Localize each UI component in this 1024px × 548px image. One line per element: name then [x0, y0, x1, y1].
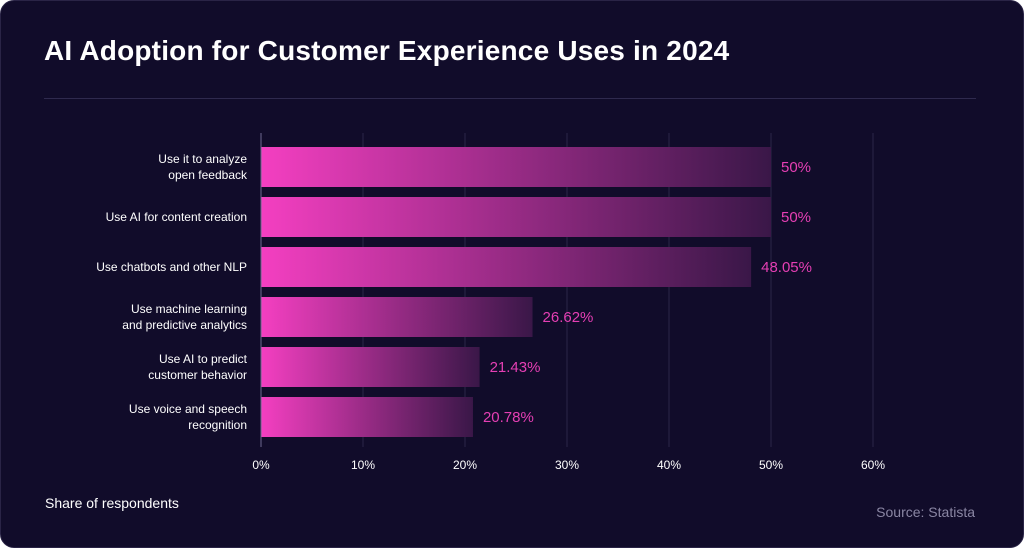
value-label: 48.05%: [761, 259, 812, 276]
bar: [261, 297, 533, 337]
value-label: 50%: [781, 209, 811, 226]
x-tick-label: 60%: [861, 458, 885, 472]
value-label: 26.62%: [543, 309, 594, 326]
x-tick-label: 50%: [759, 458, 783, 472]
value-label: 50%: [781, 159, 811, 176]
x-tick-label: 20%: [453, 458, 477, 472]
bar: [261, 347, 480, 387]
bar: [261, 247, 752, 287]
bar: [261, 147, 771, 187]
chart-title: AI Adoption for Customer Experience Uses…: [44, 35, 730, 66]
x-axis-title: Share of respondents: [45, 495, 179, 511]
category-label: Use it to analyze open feedback: [158, 152, 248, 182]
x-tick-label: 40%: [657, 458, 681, 472]
title-divider: [44, 98, 976, 99]
bar: [261, 197, 771, 237]
category-label: Use voice and speech recognition: [129, 402, 247, 432]
source-note: Source: Statista: [876, 504, 975, 520]
bar: [261, 397, 473, 437]
value-label: 20.78%: [483, 409, 534, 426]
x-tick-label: 10%: [351, 458, 375, 472]
category-label: Use machine learning and predictive analy…: [122, 302, 247, 332]
value-label: 21.43%: [490, 359, 541, 376]
category-label: Use chatbots and other NLP: [96, 260, 247, 274]
x-tick-label: 0%: [252, 458, 270, 472]
category-label: Use AI for content creation: [106, 210, 247, 224]
x-tick-label: 30%: [555, 458, 579, 472]
category-label: Use AI to predict customer behavior: [148, 352, 247, 382]
